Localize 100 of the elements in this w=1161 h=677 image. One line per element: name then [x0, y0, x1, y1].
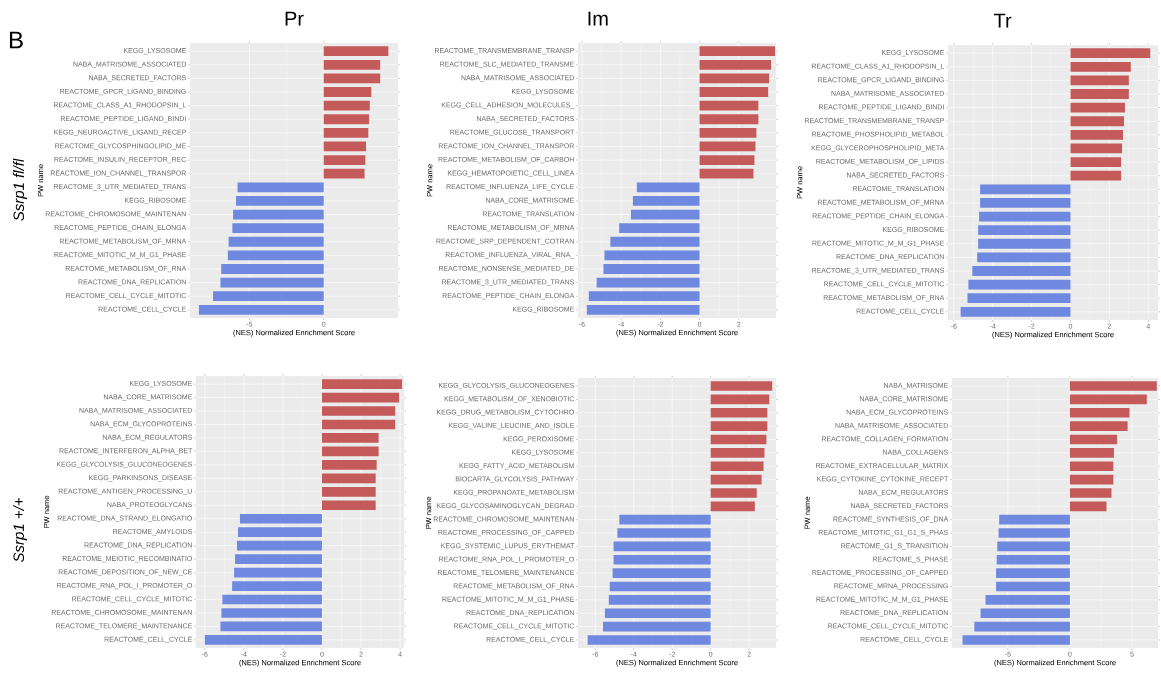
bar	[321, 446, 379, 457]
bar	[699, 46, 776, 57]
chart-title: Pr	[285, 11, 304, 26]
bar	[323, 155, 366, 165]
bar	[323, 100, 370, 111]
bar	[636, 182, 700, 193]
bar	[1069, 407, 1130, 418]
chart-title: Im	[588, 11, 608, 26]
bar	[972, 266, 1071, 276]
bar	[321, 419, 396, 430]
bar	[710, 488, 757, 498]
bar	[710, 501, 755, 512]
bar	[699, 155, 755, 165]
bar	[323, 46, 389, 57]
bar	[1069, 434, 1118, 445]
bar	[596, 277, 700, 288]
bar	[699, 87, 769, 97]
bar	[1069, 488, 1112, 498]
bar	[603, 621, 711, 632]
bar	[610, 236, 700, 247]
bar	[699, 141, 756, 152]
bar	[321, 433, 379, 443]
bar	[204, 635, 322, 645]
bar	[232, 581, 322, 591]
bar	[323, 168, 365, 179]
bar	[978, 238, 1071, 249]
bar	[609, 581, 711, 592]
bar	[1070, 48, 1151, 59]
bar	[603, 264, 700, 274]
bar	[323, 87, 372, 97]
bar	[237, 527, 322, 538]
bar	[699, 59, 772, 70]
bar	[630, 209, 700, 220]
bar	[999, 514, 1070, 525]
bar	[699, 73, 770, 84]
bar	[1070, 102, 1125, 113]
bar	[608, 595, 711, 605]
bar	[968, 279, 1071, 290]
bar	[222, 594, 322, 605]
bar	[237, 182, 324, 193]
bar	[974, 621, 1070, 632]
bar	[586, 304, 700, 315]
bar	[221, 264, 324, 274]
bar	[228, 236, 324, 247]
bar	[227, 250, 324, 261]
bar	[1070, 157, 1122, 167]
bar	[619, 514, 711, 525]
bar	[1070, 116, 1124, 127]
bar	[998, 528, 1070, 538]
bar	[710, 407, 768, 418]
bar	[221, 608, 322, 618]
bar	[996, 554, 1070, 565]
bar	[612, 568, 711, 578]
bar	[1069, 501, 1107, 512]
bar	[321, 460, 377, 470]
bar	[198, 304, 324, 315]
bar	[1070, 170, 1122, 181]
bar	[710, 474, 762, 485]
bar	[699, 100, 759, 111]
bar	[967, 293, 1071, 304]
bar	[323, 114, 370, 125]
bar	[234, 567, 322, 578]
bar	[985, 595, 1070, 605]
bar	[699, 168, 754, 179]
bar	[962, 635, 1070, 645]
bar	[1069, 461, 1114, 472]
bar	[321, 486, 376, 497]
bar	[213, 291, 324, 302]
bar	[321, 406, 396, 416]
text: Ssrp1 +/+	[13, 498, 27, 563]
bar	[699, 127, 757, 138]
bar	[233, 209, 324, 220]
bar	[587, 635, 711, 645]
text: Ssrp1 fl/fl	[13, 158, 27, 221]
bar	[996, 568, 1070, 578]
bar	[979, 211, 1071, 222]
bar	[323, 59, 381, 70]
bar	[960, 306, 1071, 317]
bar	[1069, 381, 1157, 391]
bar	[632, 196, 700, 206]
bar	[235, 554, 322, 564]
bar	[980, 608, 1070, 619]
bar	[237, 540, 322, 551]
bar	[699, 114, 759, 125]
bar	[710, 448, 765, 458]
bar	[321, 379, 403, 389]
bar	[239, 513, 322, 524]
bar	[613, 541, 711, 552]
bar	[617, 528, 711, 538]
bar	[613, 554, 711, 565]
bar	[1070, 75, 1129, 86]
bar	[977, 252, 1071, 263]
bar	[1070, 143, 1123, 154]
bar	[710, 421, 768, 431]
text: B	[9, 31, 23, 49]
bar	[220, 277, 324, 288]
bar	[619, 223, 700, 234]
bar	[996, 581, 1070, 592]
bar	[323, 141, 367, 152]
bar	[588, 291, 700, 302]
